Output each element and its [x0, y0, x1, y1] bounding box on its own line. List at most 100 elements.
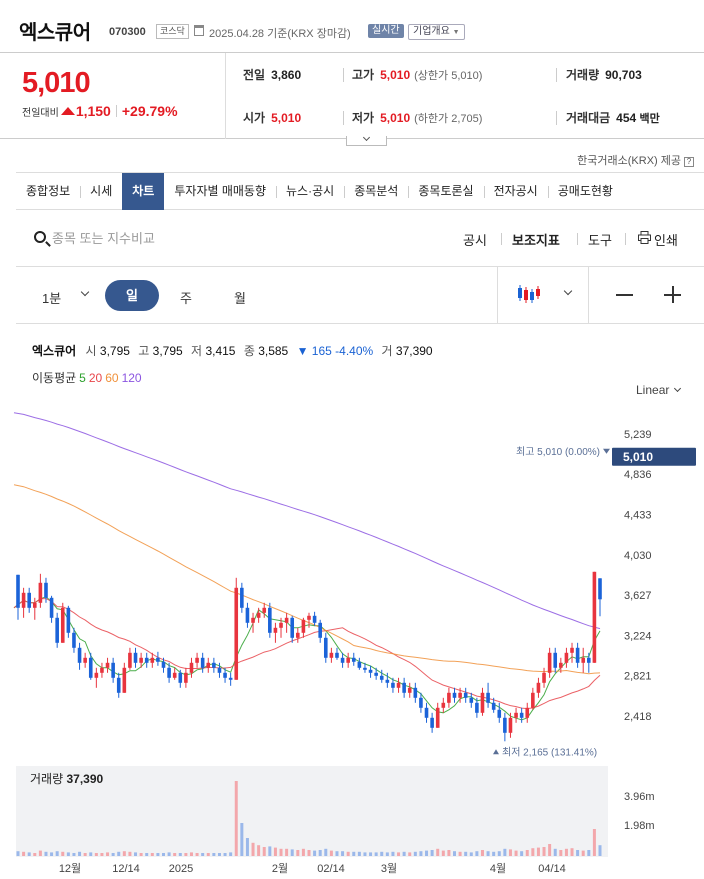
volume-bar [285, 848, 289, 856]
volume-bar [525, 850, 529, 856]
tab-analysis[interactable]: 종목분석 [344, 173, 408, 210]
x-tick-label: 04/14 [538, 863, 566, 875]
volume-bar [201, 853, 205, 856]
tab-e-disclosure[interactable]: 전자공시 [483, 173, 548, 210]
tools-button[interactable]: 도구 [588, 233, 612, 248]
candle [32, 602, 37, 608]
minute-select[interactable]: 1분 [42, 291, 62, 306]
price-tick-label: 4,030 [624, 550, 652, 562]
candle [396, 682, 401, 688]
candle [486, 692, 490, 703]
candle [66, 607, 71, 633]
low-marker: 최저 2,165 (131.41%) [502, 746, 597, 758]
last-price-box [612, 447, 696, 466]
candle [508, 717, 513, 733]
tab-news[interactable]: 뉴스·공시 [276, 173, 344, 210]
candle [413, 687, 418, 698]
candle [525, 707, 530, 718]
candle [329, 652, 334, 658]
ma-60-line [13, 484, 601, 675]
print-button[interactable]: 인쇄 [654, 233, 678, 248]
x-tick-label: 2025 [169, 863, 193, 875]
candle [128, 652, 132, 668]
volume-bar [531, 848, 535, 856]
company-overview-button[interactable]: 기업개요 ▼ [408, 24, 465, 40]
help-icon[interactable]: ? [684, 157, 694, 167]
price-tick-label: 2,418 [624, 711, 652, 723]
candle [531, 692, 535, 708]
chart-canvas[interactable]: 2,418 2,821 3,224 3,627 4,030 4,433 4,836 5,239… [0, 400, 704, 879]
price-tick-label: 5,239 [624, 429, 652, 441]
volume-bar [279, 848, 283, 856]
x-tick-label: 12월 [59, 862, 81, 875]
compare-search-input[interactable] [52, 228, 252, 248]
candle [340, 657, 345, 663]
tab-quotes[interactable]: 시세 [80, 173, 122, 210]
volume-bar [313, 850, 317, 856]
zoom-out-button[interactable] [616, 294, 633, 296]
open-price: 시가 5,010 [243, 111, 302, 125]
tab-short-selling[interactable]: 공매도현황 [547, 173, 623, 210]
volume-bar [441, 850, 445, 856]
collapse-toggle-button[interactable] [346, 133, 387, 146]
candle [407, 687, 412, 693]
chevron-down-icon [362, 133, 371, 142]
candle [21, 592, 26, 608]
chevron-down-icon[interactable] [80, 287, 90, 297]
volume-bar [413, 851, 417, 856]
chevron-down-icon[interactable] [673, 384, 682, 393]
candle [592, 571, 597, 663]
candle [228, 677, 233, 680]
volume-bar [307, 850, 311, 856]
volume-bar [184, 853, 188, 856]
tab-overview[interactable]: 종합정보 [26, 184, 71, 198]
realtime-button[interactable]: 실시간 [368, 24, 404, 38]
volume-bar [22, 851, 26, 856]
candle [251, 617, 255, 623]
candle [559, 662, 563, 668]
period-week-button[interactable]: 주 [180, 291, 192, 306]
candle [268, 607, 272, 633]
candle [447, 692, 451, 703]
candle [156, 657, 160, 662]
candle [189, 662, 194, 673]
price-chart[interactable]: 2,418 2,821 3,224 3,627 4,030 4,433 4,836 5,239… [0, 400, 704, 879]
ma-60: 60 [105, 371, 119, 385]
period-selector: 1분 일 주 월 [16, 267, 704, 324]
candle [184, 672, 188, 683]
candle [256, 612, 261, 618]
period-day-button[interactable]: 일 [105, 280, 159, 311]
candle [284, 617, 289, 623]
candlestick-icon [518, 285, 540, 303]
volume-bar [257, 845, 261, 856]
moving-average-legend[interactable]: 이동평균 5 20 60 120 [32, 371, 142, 385]
volume-bar [50, 852, 54, 856]
period-month-button[interactable]: 월 [234, 291, 246, 306]
candle [72, 632, 76, 648]
volume-bar [212, 853, 216, 856]
candle [351, 657, 356, 662]
candle [430, 717, 434, 728]
scale-select[interactable]: Linear [636, 383, 670, 397]
volume-bar [128, 851, 132, 856]
volume-bar [145, 853, 149, 856]
candle [100, 667, 104, 673]
tab-chart[interactable]: 차트 [122, 173, 165, 210]
stock-name: 엑스큐어 [19, 22, 91, 44]
tab-discussion[interactable]: 종목토론실 [408, 173, 483, 210]
volume-bar [27, 852, 31, 856]
tab-investor-trading[interactable]: 투자자별 매매동향 [174, 184, 267, 198]
printer-icon[interactable] [638, 231, 651, 244]
indicators-button[interactable]: 보조지표 [512, 233, 560, 248]
disclosure-button[interactable]: 공시 [463, 233, 487, 248]
x-tick-label: 12/14 [112, 863, 140, 875]
volume-bar [234, 781, 238, 856]
candle [547, 652, 552, 673]
candle [357, 661, 362, 668]
volume-bar [167, 852, 171, 856]
chart-type-select[interactable] [497, 267, 589, 323]
candle [195, 657, 199, 663]
search-icon[interactable] [34, 231, 46, 243]
volume-bar [329, 850, 333, 856]
zoom-in-button[interactable] [664, 286, 681, 303]
